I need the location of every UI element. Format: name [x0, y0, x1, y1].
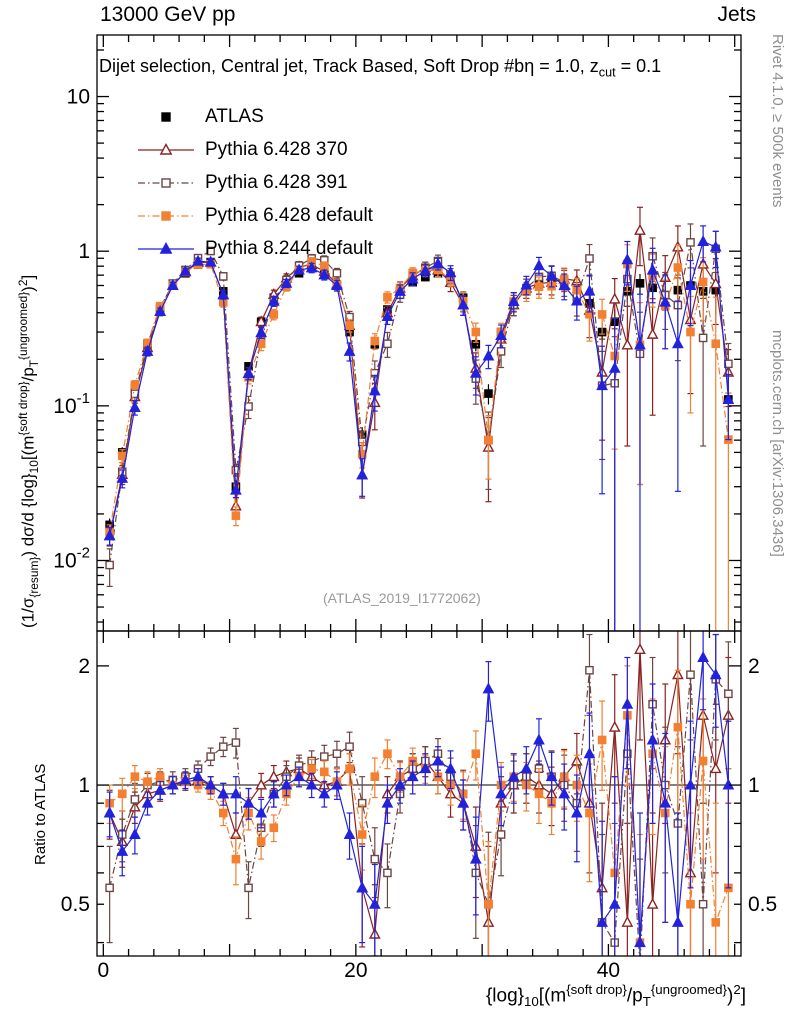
xlabel-sup: {soft drop}: [566, 982, 627, 997]
series-main-3: [105, 244, 733, 631]
ylabel-part: ]: [18, 274, 38, 280]
ylabel-part: /p: [18, 367, 38, 382]
ylabel-sup: {ungroomed}: [16, 291, 30, 360]
svg-text:1: 1: [748, 774, 760, 797]
ylabel-part: (1/σ: [18, 597, 38, 628]
legend-item-pythia6-default: Pythia 6.428 default: [137, 199, 373, 232]
legend-item-pythia8-default: Pythia 8.244 default: [137, 232, 373, 265]
main-panel-series: [103, 206, 735, 631]
xlabel-part: /p: [626, 985, 643, 1007]
svg-text:2: 2: [78, 655, 90, 678]
svg-text:2: 2: [748, 655, 760, 678]
legend-marker-pythia6-default-icon: [138, 210, 194, 221]
legend: ATLAS Pythia 6.428 370 Pythia 6.428 391 …: [137, 100, 373, 265]
svg-text:0.5: 0.5: [748, 893, 777, 916]
svg-text:0: 0: [97, 959, 109, 982]
ylabel-part: [(m: [18, 435, 38, 461]
svg-text:10-1: 10-1: [53, 390, 90, 418]
ylabel-sub: T: [27, 359, 42, 368]
legend-item-atlas: ATLAS: [137, 100, 373, 133]
main-y-axis-label: (1/σ{resum}) dσ/d {log}10[(m{soft drop}/…: [16, 275, 41, 628]
series-ratio-1: [103, 631, 735, 956]
svg-text:20: 20: [344, 959, 367, 982]
ratio-y-axis-label: Ratio to ATLAS: [32, 763, 49, 865]
analysis-id-watermark: (ATLAS_2019_I1772062): [323, 590, 481, 606]
series-ratio-4: [103, 631, 735, 956]
analysis-group-label: Jets: [717, 3, 756, 26]
xlabel-part: [(m: [538, 985, 567, 1007]
svg-text:10: 10: [67, 86, 90, 109]
ylabel-sup: {soft drop}: [16, 381, 30, 436]
xlabel-part: ]: [740, 985, 746, 1007]
xlabel-sup: {ungroomed}: [650, 982, 727, 997]
svg-text:1: 1: [78, 774, 90, 797]
legend-label-atlas: ATLAS: [205, 105, 264, 127]
series-main-4: [103, 225, 735, 631]
x-axis-label: {log}10[(m{soft drop}/pT{ungroomed})2]: [486, 982, 746, 1009]
ylabel-part: ): [18, 286, 38, 292]
mcplots-reference-note: mcplots.cern.ch [arXiv:1306.3436]: [769, 330, 786, 557]
ylabel-sub: {resum}: [27, 556, 42, 598]
legend-marker-pythia8-default-icon: [138, 241, 194, 254]
legend-label-pythia6-391: Pythia 6.428 391: [205, 171, 348, 193]
rivet-version-note: Rivet 4.1.0, ≥ 500k events: [769, 34, 786, 208]
ylabel-part: ) dσ/d {log}: [18, 473, 38, 557]
ylabel-sub: 10: [27, 460, 42, 474]
svg-text:40: 40: [597, 959, 620, 982]
legend-item-pythia6-391: Pythia 6.428 391: [137, 166, 373, 199]
xlabel-part: ): [726, 985, 734, 1007]
legend-label-pythia8-default: Pythia 8.244 default: [205, 237, 373, 259]
legend-item-pythia6-370: Pythia 6.428 370: [137, 133, 373, 166]
legend-label-pythia6-default: Pythia 6.428 default: [205, 204, 373, 226]
plot-title-zcut-sub: cut: [598, 65, 616, 80]
svg-text:1: 1: [78, 240, 90, 263]
plot-title-main: Dijet selection, Central jet, Track Base…: [99, 56, 525, 76]
series-main-2: [105, 223, 733, 631]
ratio-panel-series: [97, 631, 741, 956]
axes: 0 20 40 10 1 10-1 10-2 2 2 1 1 0.5 0.5: [53, 34, 777, 982]
legend-label-pythia6-370: Pythia 6.428 370: [205, 138, 348, 160]
plot-title-tail: = 0.1: [615, 56, 662, 76]
svg-text:10-2: 10-2: [53, 544, 90, 572]
xlabel-sub: T: [642, 994, 651, 1010]
plot-title: Dijet selection, Central jet, Track Base…: [99, 56, 661, 80]
legend-marker-atlas-icon: [161, 111, 171, 122]
beam-energy-label: 13000 GeV pp: [100, 3, 236, 26]
series-ratio-3: [105, 665, 733, 956]
series-main-0: [105, 257, 733, 532]
legend-marker-pythia6-391-icon: [138, 177, 194, 188]
ylabel-sup: 2: [16, 279, 30, 287]
xlabel-part: {log}: [485, 985, 524, 1007]
plot-title-eta: η = 1.0, z: [524, 56, 599, 76]
xlabel-sup: 2: [733, 982, 741, 997]
legend-marker-pythia6-370-icon: [138, 142, 194, 155]
svg-text:0.5: 0.5: [61, 893, 90, 916]
xlabel-sub: 10: [523, 994, 539, 1010]
